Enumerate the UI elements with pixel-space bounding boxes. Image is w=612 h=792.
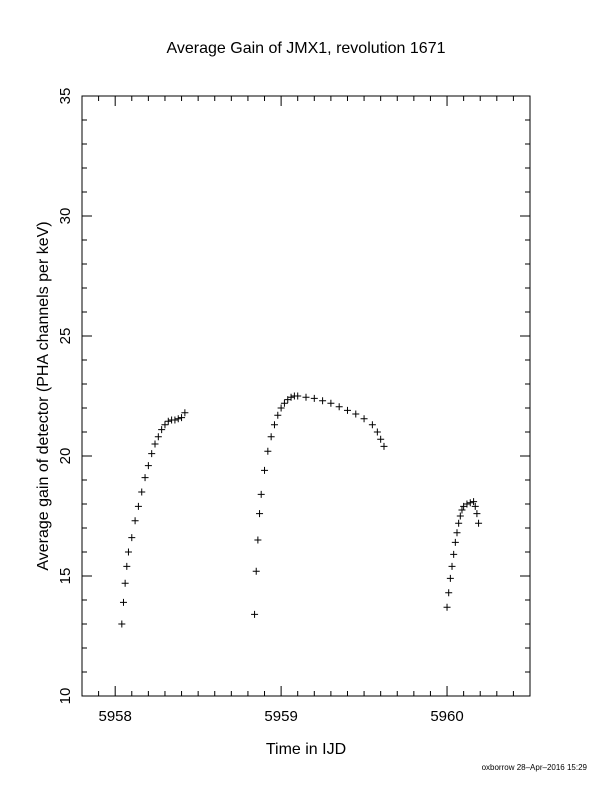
data-point	[310, 394, 318, 402]
data-point	[360, 415, 368, 423]
y-tick-label: 35	[57, 88, 74, 105]
data-point	[327, 399, 335, 407]
data-point	[466, 499, 474, 507]
data-point	[453, 529, 461, 537]
data-point	[443, 603, 451, 611]
data-point	[343, 406, 351, 414]
x-tick-label: 5959	[264, 708, 297, 725]
data-point	[251, 610, 259, 618]
data-point	[119, 598, 127, 606]
y-axis-label: Average gain of detector (PHA channels p…	[35, 221, 52, 570]
data-point	[335, 403, 343, 411]
y-tick-label: 20	[57, 448, 74, 465]
data-point	[134, 502, 142, 510]
data-point	[254, 536, 262, 544]
data-point	[445, 589, 453, 597]
data-point	[473, 510, 481, 518]
data-point	[377, 435, 385, 443]
footer-stamp: oxborrow 28–Apr–2016 15:29	[482, 763, 588, 772]
data-point	[287, 393, 295, 401]
data-point	[446, 574, 454, 582]
data-point	[267, 433, 275, 441]
data-point	[144, 462, 152, 470]
data-point	[352, 410, 360, 418]
data-point	[118, 620, 126, 628]
data-point	[463, 500, 471, 508]
data-point	[178, 414, 186, 422]
data-point	[368, 421, 376, 429]
data-point	[171, 416, 179, 424]
data-point	[161, 421, 169, 429]
data-point	[121, 579, 129, 587]
data-point	[302, 393, 310, 401]
data-point	[141, 474, 149, 482]
data-point	[164, 417, 172, 425]
x-tick-label: 5960	[430, 708, 463, 725]
y-tick-label: 30	[57, 208, 74, 225]
data-point	[373, 428, 381, 436]
data-point	[151, 440, 159, 448]
data-point	[470, 498, 478, 506]
data-point	[181, 409, 189, 417]
data-point	[264, 447, 272, 455]
data-point	[158, 426, 166, 434]
data-point	[261, 466, 269, 474]
data-point	[380, 442, 388, 450]
y-tick-label: 10	[57, 688, 74, 705]
data-point	[319, 397, 327, 405]
data-point	[294, 392, 302, 400]
data-point	[455, 519, 463, 527]
data-point	[174, 415, 182, 423]
data-point	[475, 519, 483, 527]
data-point	[154, 433, 162, 441]
x-axis-label: Time in IJD	[266, 741, 346, 758]
data-point	[448, 562, 456, 570]
data-point	[256, 510, 264, 518]
data-point	[456, 512, 464, 520]
data-point	[131, 517, 139, 525]
data-point	[123, 562, 131, 570]
x-tick-label: 5958	[98, 708, 131, 725]
data-point	[451, 538, 459, 546]
data-point	[458, 506, 466, 514]
data-point	[471, 502, 479, 510]
data-point	[277, 404, 285, 412]
axis-ticks: 5958 5959 5960 10 15 20 25 30 35	[57, 88, 531, 725]
data-point	[138, 488, 146, 496]
chart-title: Average Gain of JMX1, revolution 1671	[167, 40, 446, 57]
data-point	[252, 567, 260, 575]
data-point	[128, 534, 136, 542]
data-point	[274, 411, 282, 419]
y-tick-label: 15	[57, 568, 74, 585]
data-point	[280, 399, 288, 407]
data-point	[270, 421, 278, 429]
data-points	[118, 392, 483, 628]
data-point	[148, 450, 156, 458]
plot-frame	[81, 95, 531, 697]
data-point	[450, 550, 458, 558]
y-tick-label: 25	[57, 328, 74, 345]
data-point	[257, 490, 265, 498]
data-point	[124, 548, 132, 556]
